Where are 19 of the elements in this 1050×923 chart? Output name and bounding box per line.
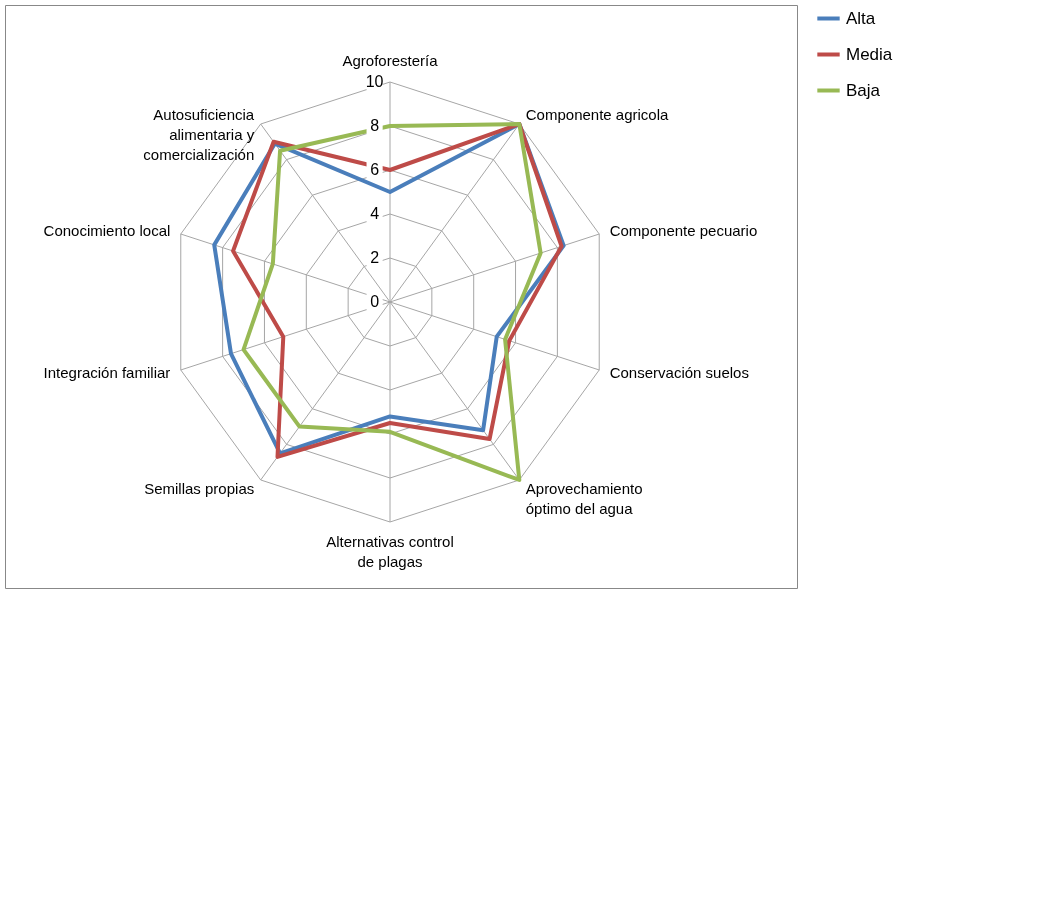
spoke-label: Alternativas control de plagas — [326, 533, 454, 571]
spoke-label: Agroforestería — [342, 51, 439, 69]
spoke-label: Conservación suelos — [609, 364, 749, 382]
y-tick-label: 10 — [365, 73, 384, 90]
spoke-label: Aprovechamiento óptimo del agua — [525, 479, 643, 517]
y-tick-label: 4 — [370, 205, 380, 222]
legend-label: Baja — [846, 80, 881, 100]
spoke-label: Semillas propias — [144, 479, 255, 497]
legend-label: Alta — [846, 8, 876, 28]
y-tick-label: 6 — [370, 161, 380, 178]
spoke-label: Conocimiento local — [43, 221, 171, 239]
spoke-label: Componente pecuario — [609, 221, 758, 239]
legend-label: Media — [846, 44, 893, 64]
y-tick-label: 8 — [370, 117, 380, 134]
spoke-label: Integración familiar — [43, 364, 171, 382]
spoke-label: Autosuficiencia alimentaria y comercialización — [143, 106, 255, 164]
y-tick-label: 0 — [370, 293, 380, 310]
spoke-label: Componente agricola — [525, 106, 670, 124]
y-tick-label: 2 — [370, 249, 380, 266]
